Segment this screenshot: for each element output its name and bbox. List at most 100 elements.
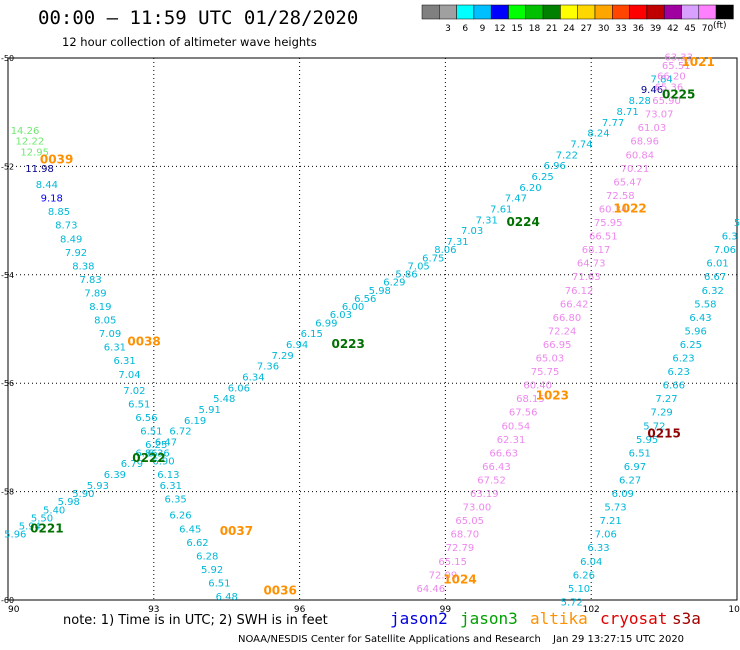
- wave-height-value: 6.94: [286, 340, 308, 351]
- wave-height-value: 7.29: [651, 408, 673, 419]
- wave-height-value: 5.92: [201, 565, 223, 576]
- wave-height-value: 7.09: [99, 329, 121, 340]
- wave-height-value: 6.62: [186, 538, 208, 549]
- pass-label: 0215: [647, 426, 680, 440]
- wave-height-value: 6.35: [165, 494, 187, 505]
- wave-height-value: 6.86: [135, 448, 157, 459]
- pass-label: 0224: [506, 215, 539, 229]
- wave-height-value: 6.51: [128, 400, 150, 411]
- wave-height-value: 8.05: [94, 316, 116, 327]
- wave-height-value: 72.09: [429, 570, 458, 581]
- wave-height-value: 6.45: [179, 524, 201, 535]
- wave-height-value: 65.05: [455, 516, 484, 527]
- wave-height-value: 61.03: [638, 123, 667, 134]
- color-scale-label: 6: [462, 24, 468, 34]
- color-scale-swatch: [646, 4, 665, 20]
- wave-height-value: 7.22: [556, 150, 578, 161]
- wave-height-value: 6.27: [619, 475, 641, 486]
- lon-tick-label: 105: [728, 605, 740, 615]
- wave-height-value: 6.01: [706, 259, 728, 270]
- color-scale-label: 33: [615, 24, 626, 34]
- wave-height-value: 5.91: [199, 405, 221, 416]
- wave-height-value: 6.34: [242, 372, 264, 383]
- wave-height-value: 7.47: [505, 194, 527, 205]
- wave-height-value: 5.72: [561, 597, 583, 608]
- color-scale-label: 70: [702, 24, 714, 34]
- wave-height-value: 63.33: [664, 53, 693, 64]
- pass-label: 1021: [681, 55, 714, 69]
- lat-tick-label: -58: [1, 488, 14, 497]
- wave-height-value: 5.48: [213, 394, 235, 405]
- wave-height-value: 6.31: [160, 481, 182, 492]
- legend-altika: altika: [530, 609, 588, 628]
- wave-height-value: 68.96: [630, 137, 659, 148]
- wave-height-value: 5.94: [19, 522, 41, 533]
- wave-height-value: 7.31: [476, 215, 498, 226]
- wave-height-value: 6.23: [672, 354, 694, 365]
- wave-height-value: 65.47: [613, 177, 642, 188]
- wave-height-value: 65.90: [652, 96, 681, 107]
- wave-height-value: 60.54: [502, 421, 531, 432]
- wave-height-value: 66.20: [657, 72, 686, 83]
- wave-height-value: 12.95: [20, 148, 49, 159]
- map-title: 00:00 – 11:59 UTC 01/28/2020: [38, 7, 359, 29]
- color-scale-swatch: [525, 4, 544, 20]
- wave-height-value: 72.79: [446, 543, 475, 554]
- pass-label: 0223: [331, 337, 364, 351]
- color-scale-label: 36: [633, 24, 645, 34]
- wave-height-value: 5.72: [643, 421, 665, 432]
- wave-height-value: 7.29: [271, 351, 293, 362]
- color-scale-label: 27: [581, 24, 592, 34]
- color-scale-label: 9: [480, 24, 486, 34]
- color-scale-label: 21: [546, 24, 557, 34]
- wave-height-value: 6.43: [689, 313, 711, 324]
- wave-height-value: 5.95: [636, 435, 658, 446]
- wave-height-value: 65.51: [662, 61, 691, 72]
- color-scale-units: (ft): [713, 21, 727, 31]
- wave-height-value: 6.67: [704, 272, 726, 283]
- wave-height-value: 5.50: [31, 513, 53, 524]
- color-scale-label: 39: [650, 24, 662, 34]
- wave-height-value: 6.13: [157, 470, 179, 481]
- wave-height-value: 62.31: [497, 435, 526, 446]
- wave-height-value: 5.98: [58, 497, 80, 508]
- wave-height-value: 60.40: [523, 381, 552, 392]
- wave-height-value: 6.39: [104, 470, 126, 481]
- wave-height-value: 8.71: [617, 107, 639, 118]
- wave-height-value: 6.96: [544, 161, 566, 172]
- wave-height-value: 7.27: [655, 394, 677, 405]
- wave-height-value: 73.07: [645, 110, 674, 121]
- wave-height-value: 68.15: [516, 394, 545, 405]
- lat-tick-label: -52: [1, 162, 14, 171]
- wave-height-value: 6.47: [155, 438, 177, 449]
- wave-height-value: 7.74: [570, 139, 592, 150]
- wave-height-value: 11.98: [25, 164, 54, 175]
- wave-height-value: 5: [734, 218, 740, 229]
- wave-height-value: 64.46: [416, 584, 445, 595]
- wave-height-value: 6.25: [531, 172, 553, 183]
- wave-height-value: 60.84: [625, 150, 654, 161]
- wave-height-value: 6.19: [184, 416, 206, 427]
- wave-height-value: 76.12: [565, 286, 594, 297]
- color-scale-swatch: [439, 4, 457, 20]
- wave-height-value: 5.86: [395, 270, 417, 281]
- wave-height-value: 66.51: [589, 232, 618, 243]
- color-scale-label: 42: [667, 24, 678, 34]
- wave-height-value: 66.42: [560, 299, 589, 310]
- footer-credit: NOAA/NESDIS Center for Satellite Applica…: [238, 634, 541, 645]
- wave-height-value: 6.32: [702, 286, 724, 297]
- wave-height-value: 71.63: [572, 272, 601, 283]
- color-scale-label: 24: [563, 24, 575, 34]
- wave-height-value: 9.18: [41, 194, 63, 205]
- wave-height-value: 73.00: [463, 503, 492, 514]
- legend-cryosat: cryosat: [600, 609, 668, 628]
- wave-height-value: 7.92: [65, 248, 87, 259]
- color-scale-label: 45: [684, 24, 695, 34]
- wave-height-value: 8.28: [629, 96, 651, 107]
- color-scale-swatch: [715, 4, 734, 20]
- pass-label: 0039: [40, 153, 73, 167]
- pass-label: 0222: [132, 451, 165, 465]
- color-scale-swatch: [577, 4, 596, 20]
- wave-height-value: 66.43: [482, 462, 511, 473]
- wave-height-value: 6.66: [663, 381, 685, 392]
